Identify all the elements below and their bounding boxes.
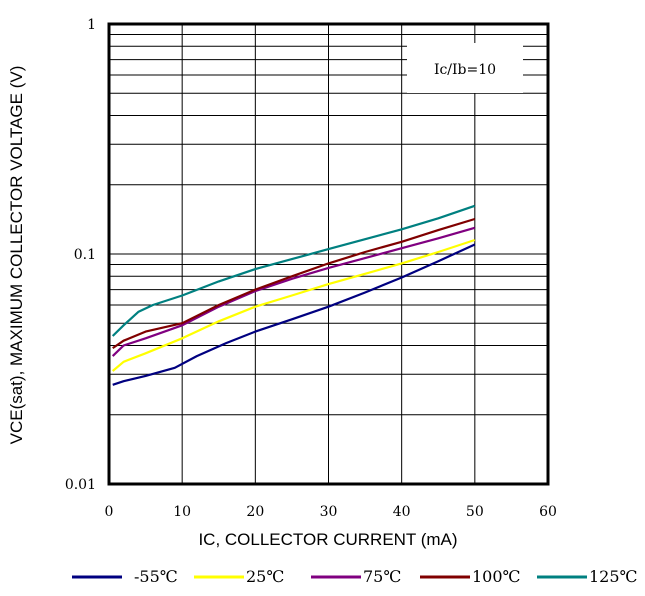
y-tick-label: 0.1 <box>74 247 96 263</box>
legend: -55℃ 25℃ 75℃ 100℃ 125℃ <box>72 567 637 586</box>
plot-frame <box>107 22 550 486</box>
x-tick-labels: 0 10 20 30 40 50 60 <box>105 504 557 520</box>
x-tick-label: 50 <box>466 504 484 520</box>
series-line <box>111 226 476 357</box>
x-axis-title: IC, COLLECTOR CURRENT (mA) <box>198 530 457 549</box>
series-line <box>111 204 476 337</box>
series-line <box>111 238 476 372</box>
y-axis-title: VCE(sat), MAXIMUM COLLECTOR VOLTAGE (V) <box>7 66 26 445</box>
legend-label: 125℃ <box>589 567 637 586</box>
y-tick-label: 0.01 <box>65 477 96 493</box>
series-lines <box>111 204 476 386</box>
legend-label: 25℃ <box>246 567 284 586</box>
x-tick-label: 60 <box>539 504 557 520</box>
legend-label: 75℃ <box>363 567 401 586</box>
x-tick-label: 40 <box>393 504 411 520</box>
y-tick-labels: 0.01 0.1 1 <box>65 17 96 493</box>
x-tick-label: 20 <box>246 504 264 520</box>
series-line <box>112 217 476 350</box>
annotation-box: Ic/Ib=10 <box>407 43 523 93</box>
x-tick-label: 30 <box>320 504 338 520</box>
legend-label: 100℃ <box>472 567 520 586</box>
series-line <box>112 243 476 386</box>
annotation-text: Ic/Ib=10 <box>434 62 496 78</box>
x-tick-label: 0 <box>105 504 114 520</box>
x-tick-label: 10 <box>173 504 191 520</box>
legend-label: -55℃ <box>134 567 178 586</box>
y-tick-label: 1 <box>87 17 96 33</box>
